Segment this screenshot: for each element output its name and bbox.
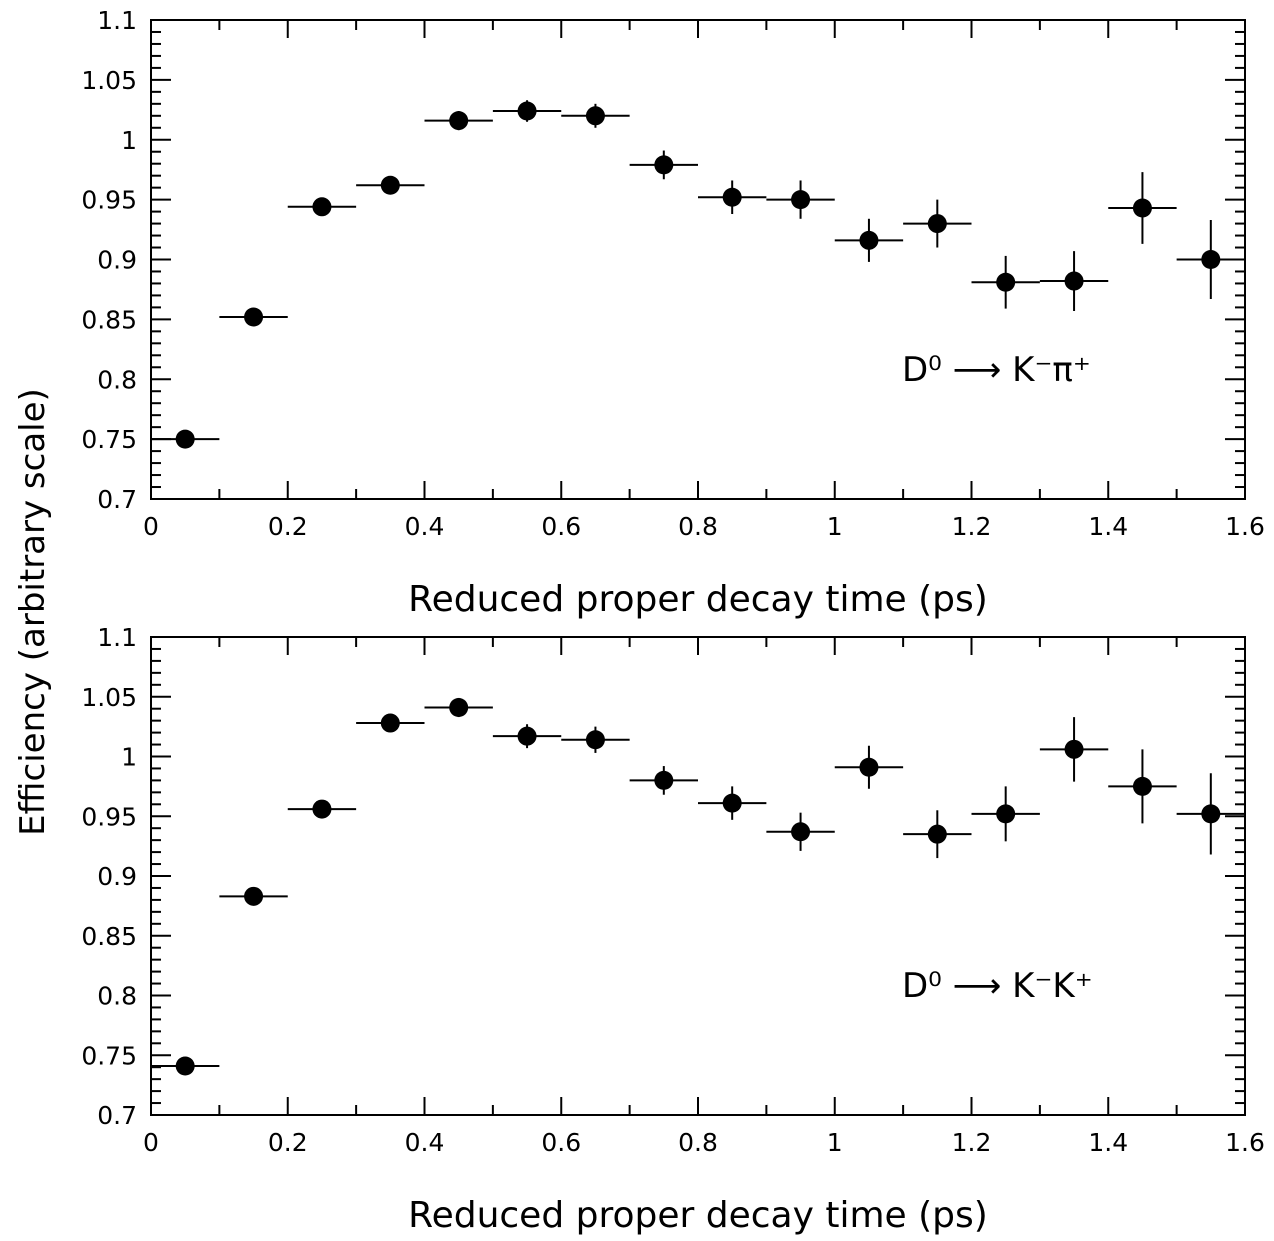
- data-point: [722, 187, 742, 207]
- y-tick-label: 0.75: [81, 1041, 137, 1070]
- x-tick-label: 1.2: [952, 1128, 992, 1157]
- y-tick-label: 0.85: [81, 305, 137, 334]
- data-point: [1064, 739, 1084, 759]
- data-point: [449, 111, 469, 131]
- x-axis-label: Reduced proper decay time (ps): [408, 1195, 988, 1236]
- data-point: [585, 106, 605, 126]
- y-tick-label: 1: [121, 126, 137, 155]
- y-tick-label: 0.7: [97, 1101, 137, 1130]
- decay-annotation: D⁰ ⟶ K⁻π⁺: [902, 350, 1091, 390]
- x-tick-label: 1.6: [1225, 1128, 1265, 1157]
- data-point: [449, 698, 469, 718]
- data-point: [791, 822, 811, 842]
- data-point: [791, 190, 811, 210]
- data-point: [517, 101, 537, 121]
- plot-frame: [150, 19, 1246, 500]
- x-tick-label: 0: [143, 512, 159, 541]
- y-tick-label: 0.9: [97, 862, 137, 891]
- data-point: [175, 429, 195, 449]
- data-point: [244, 307, 264, 327]
- panel-bottom: 0 0.2 0.4 0.6 0.8 1 1.2 1.4 1.6 0.70.750.80.850.…: [81, 623, 1265, 1236]
- y-tick-label: 1: [121, 743, 137, 772]
- x-tick-label: 1.4: [1088, 512, 1128, 541]
- x-tick-label: 0.2: [268, 512, 308, 541]
- data-point: [380, 713, 400, 733]
- y-tick-label: 1.05: [81, 66, 137, 95]
- data-point: [654, 155, 674, 175]
- data-point: [585, 730, 605, 750]
- x-tick-label: 0.6: [541, 1128, 581, 1157]
- y-tick-label: 0.7: [97, 485, 137, 514]
- data-point: [312, 799, 332, 819]
- x-tick-label: 1: [827, 1128, 843, 1157]
- y-tick-label: 0.85: [81, 922, 137, 951]
- x-tick-label: 0: [143, 1128, 159, 1157]
- y-tick-label: 0.95: [81, 186, 137, 215]
- y-tick-label: 0.8: [97, 365, 137, 394]
- data-point: [722, 793, 742, 813]
- data-point: [996, 272, 1016, 292]
- x-tick-label: 0.4: [405, 1128, 445, 1157]
- x-tick-labels: 0 0.2 0.4 0.6 0.8 1 1.2 1.4 1.6: [143, 1128, 1265, 1157]
- y-tick-labels: 0.7 0.75 0.8 0.85 0.9 0.95 1 1.05 1.1: [81, 623, 137, 1130]
- y-tick-label: 0.95: [81, 802, 137, 831]
- data-point: [244, 886, 264, 906]
- data-point: [654, 770, 674, 790]
- data-point: [859, 757, 879, 777]
- x-tick-label: 0.6: [541, 512, 581, 541]
- data-point: [927, 214, 947, 234]
- data-point: [859, 230, 879, 250]
- y-axis-label: Efficiency (arbitrary scale): [13, 388, 53, 836]
- x-tick-labels: 0 0.2 0.4 0.6 0.8 1 1.2 1.4 1.6: [143, 512, 1265, 541]
- plot-frame: [150, 636, 1246, 1116]
- y-tick-label: 1.1: [97, 623, 137, 652]
- x-tick-label: 1: [827, 512, 843, 541]
- decay-annotation: D⁰ ⟶ K⁻K⁺: [902, 966, 1093, 1006]
- x-tick-label: 0.8: [678, 1128, 718, 1157]
- data-point: [517, 726, 537, 746]
- data-point: [175, 1056, 195, 1076]
- data-point: [1201, 804, 1221, 824]
- data-point: [1201, 250, 1221, 269]
- y-tick-label: 0.9: [97, 246, 137, 275]
- x-tick-label: 0.4: [405, 512, 445, 541]
- x-tick-label: 1.6: [1225, 512, 1265, 541]
- x-tick-label: 0.8: [678, 512, 718, 541]
- y-tick-label: 1.1: [97, 6, 137, 35]
- y-tick-label: 0.8: [97, 982, 137, 1011]
- x-tick-label: 0.2: [268, 1128, 308, 1157]
- y-tick-label: 0.75: [81, 425, 137, 454]
- data-point: [927, 824, 947, 844]
- x-tick-label: 1.2: [952, 512, 992, 541]
- data-point: [380, 175, 400, 195]
- data-point: [312, 197, 332, 217]
- panel-top: 0 0.2 0.4 0.6 0.8 1 1.2 1.4 1.6 0.70.750.80.850.…: [81, 6, 1265, 620]
- data-point: [996, 804, 1016, 824]
- x-axis-label: Reduced proper decay time (ps): [408, 579, 988, 620]
- x-tick-label: 1.4: [1088, 1128, 1128, 1157]
- data-point: [1132, 198, 1152, 218]
- y-tick-labels: 0.7 0.75 0.8 0.85 0.9 0.95 1 1.05 1.1: [81, 6, 137, 514]
- data-point: [1132, 776, 1152, 796]
- data-point: [1064, 271, 1084, 291]
- y-tick-label: 1.05: [81, 683, 137, 712]
